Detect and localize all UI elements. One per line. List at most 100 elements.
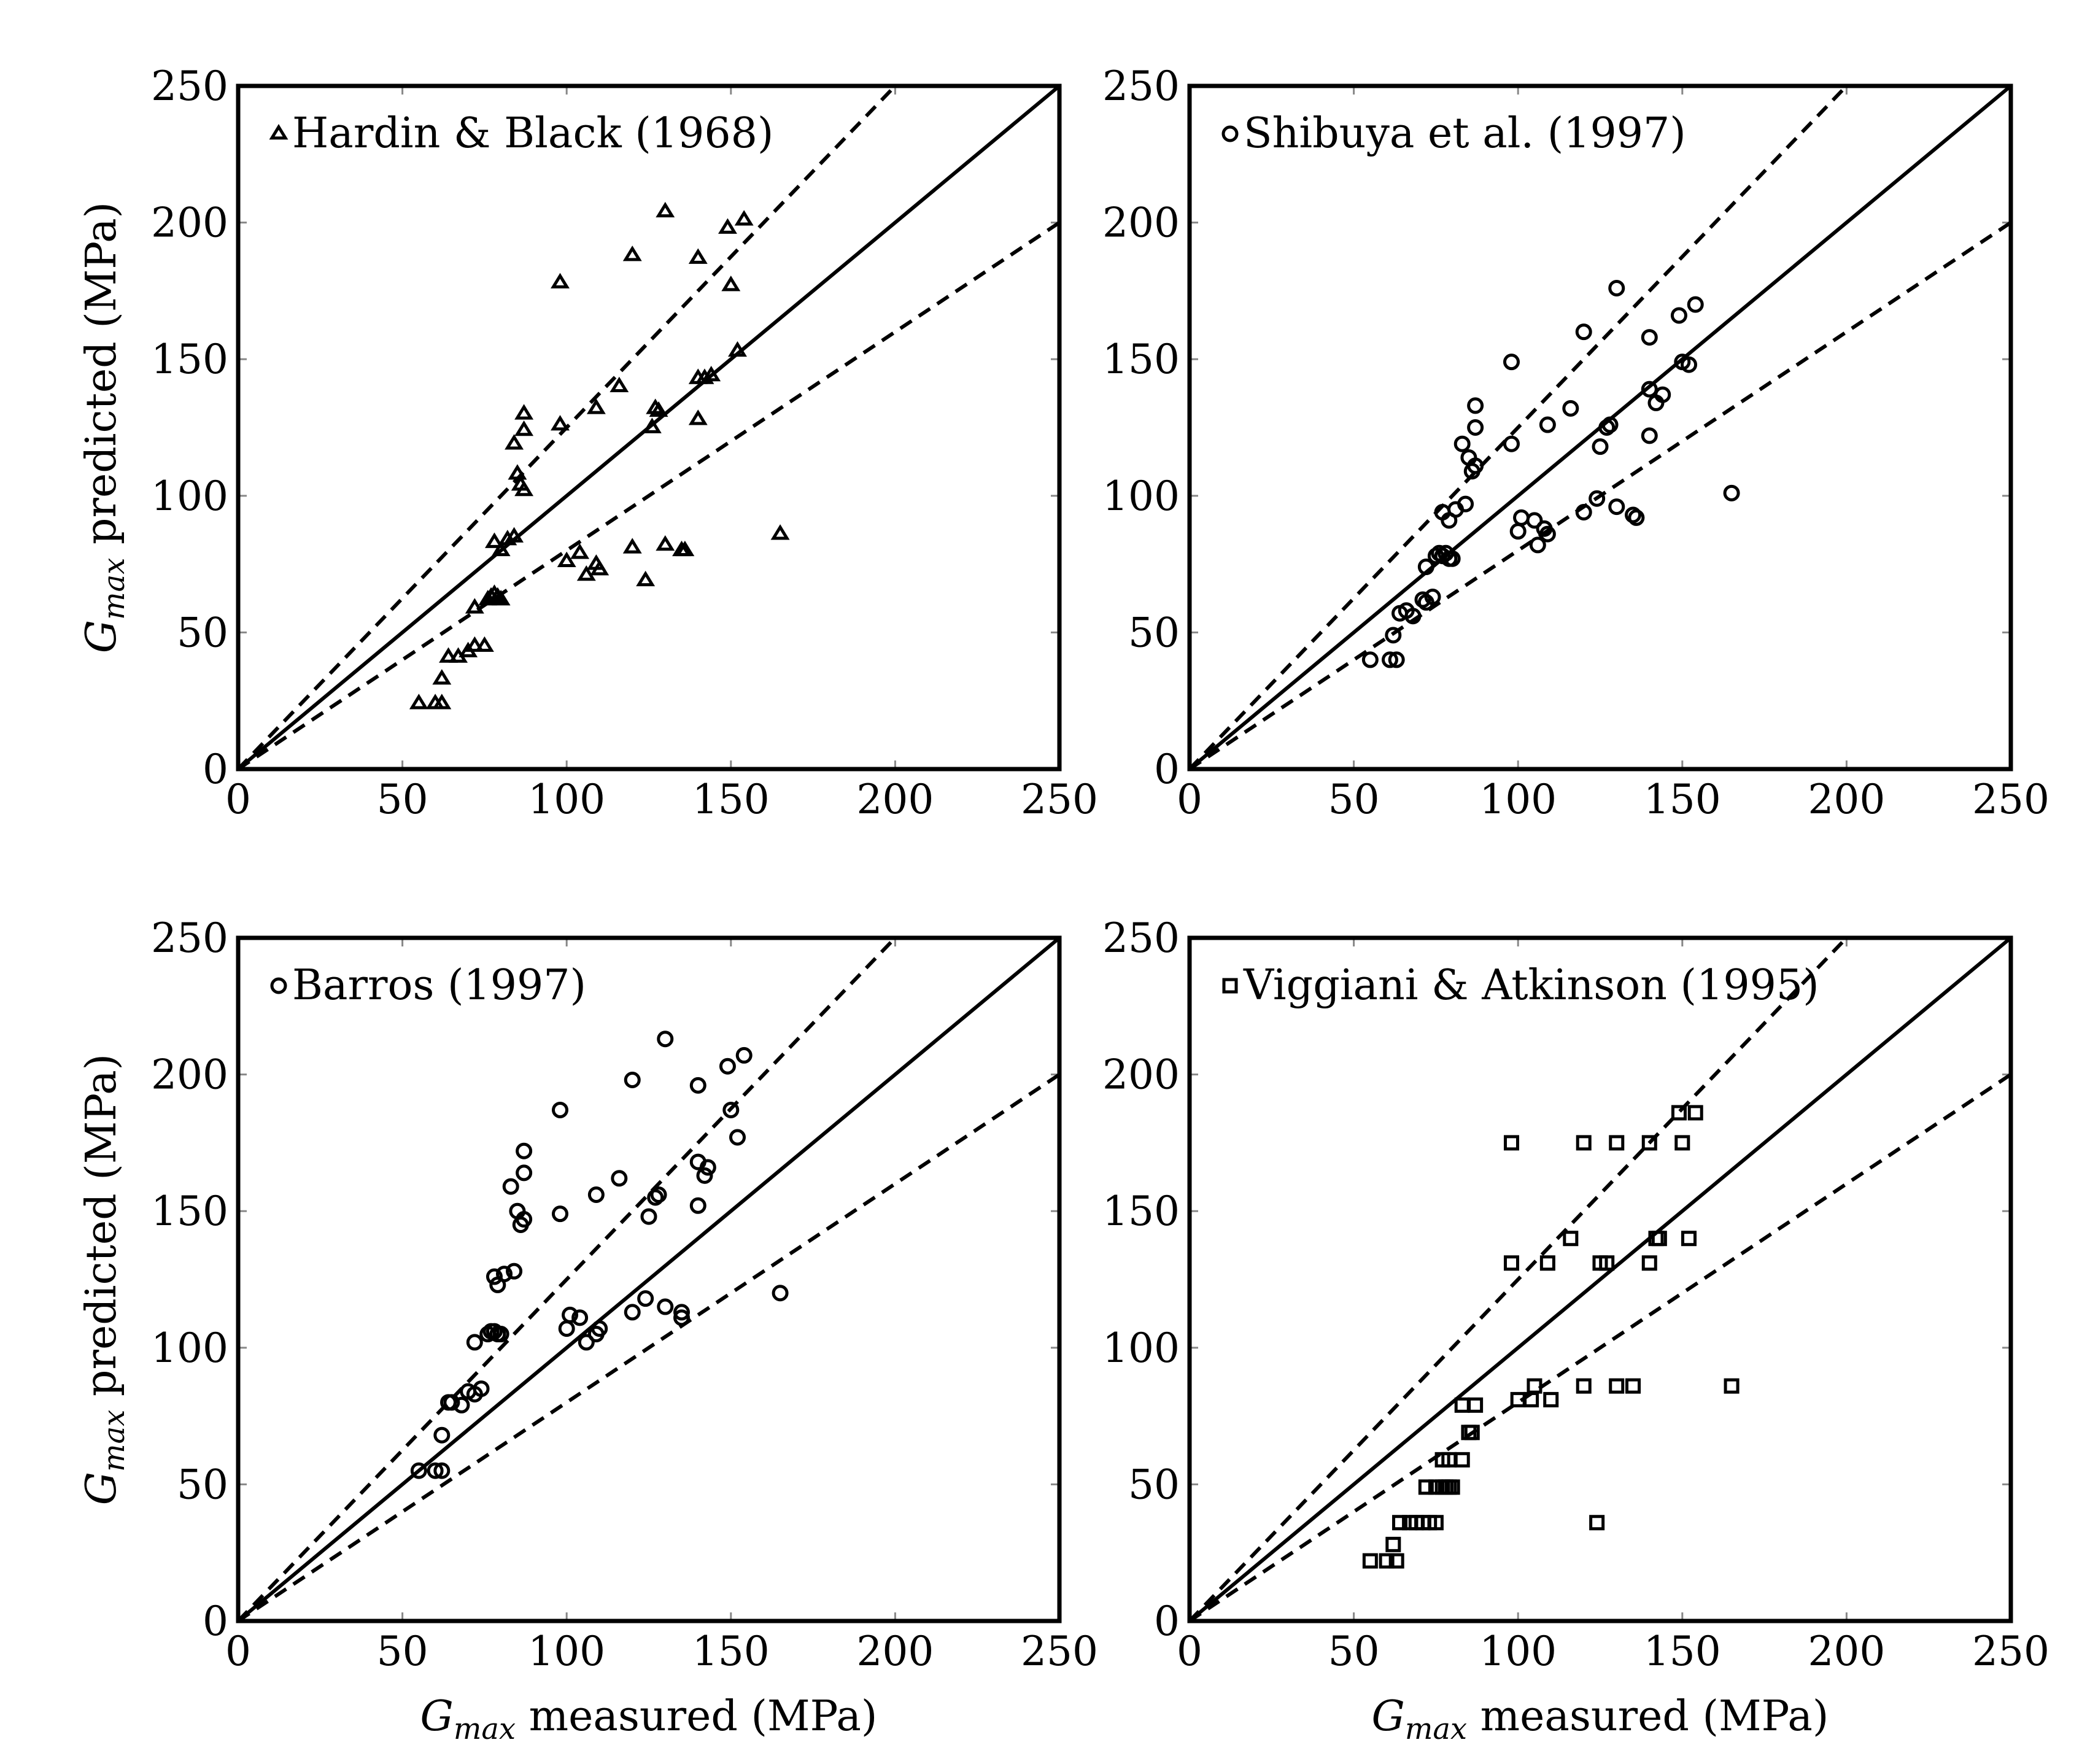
identity-line <box>237 84 1061 771</box>
y-tick-label: 50 <box>1128 1461 1180 1508</box>
data-point <box>1509 523 1527 540</box>
x-tick-label: 0 <box>225 776 251 823</box>
data-point <box>1576 1378 1592 1394</box>
lower-bound-line <box>1188 221 2012 771</box>
data-point <box>656 535 675 551</box>
lower-bound-line <box>237 1073 1061 1623</box>
panel-hardin-black: 0 50 100 150 200 250 0 50 100 150 200 250 Hardin & … <box>77 63 1098 823</box>
x-tick-label: 0 <box>1177 1628 1202 1675</box>
data-point <box>657 1298 674 1315</box>
data-point <box>496 1266 513 1283</box>
data-point <box>1392 1515 1408 1531</box>
y-tick-label: 200 <box>151 199 228 247</box>
data-point <box>1221 125 1239 142</box>
data-point <box>433 1426 451 1444</box>
data-point <box>1724 1378 1740 1394</box>
data-point <box>1562 400 1579 417</box>
data-point <box>514 404 534 420</box>
x-tick-label: 0 <box>225 1628 251 1675</box>
legend-label: Viggiani & Atkinson (1995) <box>1243 961 1819 1010</box>
y-tick-label: 200 <box>1102 199 1180 247</box>
data-point <box>611 1170 628 1187</box>
panel-viggiani-atkinson: 0 50 100 150 200 250 0 50 100 150 200 250 Viggiani … <box>1102 915 2049 1746</box>
data-point <box>1641 1255 1657 1271</box>
data-point <box>1444 1479 1460 1495</box>
data-point <box>1543 1391 1559 1407</box>
data-point <box>506 1263 523 1280</box>
data-point <box>719 1058 736 1075</box>
data-point <box>1503 1255 1519 1271</box>
data-point <box>1385 627 1402 644</box>
x-axis-title: Gmax measured (MPa) <box>1372 1692 1829 1746</box>
upper-bound-line <box>236 84 897 771</box>
data-point <box>1654 386 1671 403</box>
axis-ticks: 0 50 100 150 200 250 0 50 100 150 200 250 <box>1102 63 2049 823</box>
y-tick-label: 50 <box>1128 609 1180 656</box>
lower-bound-line <box>1188 1073 2012 1623</box>
data-point <box>656 201 675 218</box>
y-tick-label: 100 <box>1102 473 1180 520</box>
axis-ticks: 0 50 100 150 200 250 0 50 100 150 200 250 <box>151 915 1098 1675</box>
y-tick-label: 150 <box>1102 1188 1180 1235</box>
y-tick-label: 0 <box>203 1598 228 1645</box>
y-tick-label: 150 <box>151 336 228 383</box>
data-point <box>1526 512 1543 529</box>
identity-line <box>1188 936 2012 1623</box>
data-point <box>453 1396 470 1414</box>
data-point <box>718 218 737 234</box>
data-point <box>696 1167 713 1184</box>
data-point <box>514 480 534 497</box>
y-tick-label: 250 <box>151 63 228 110</box>
x-tick-label: 200 <box>1808 776 1885 823</box>
data-point <box>484 532 504 548</box>
y-tick-label: 50 <box>177 1461 228 1508</box>
data-point <box>514 420 534 436</box>
data-point <box>699 1159 716 1176</box>
data-point <box>1464 1425 1480 1441</box>
data-point <box>1428 1515 1444 1531</box>
data-point <box>1576 1135 1592 1151</box>
y-axis-title: Gmax predicted (MPa) <box>77 202 131 653</box>
upper-bound-line <box>1188 936 1848 1623</box>
data-point <box>640 1208 657 1225</box>
plot-frame <box>1187 935 2013 1623</box>
data-point <box>688 409 708 425</box>
y-tick-label: 0 <box>1154 746 1180 793</box>
data-point <box>735 1046 753 1064</box>
data-point <box>269 124 288 140</box>
data-point <box>1388 651 1405 668</box>
data-point <box>1453 435 1471 452</box>
x-tick-label: 100 <box>528 776 605 823</box>
data-point <box>473 1380 490 1398</box>
data-point <box>734 210 754 226</box>
axis-ticks: 0 50 100 150 200 250 0 50 100 150 200 250 <box>151 63 1098 823</box>
data-point <box>557 551 576 567</box>
data-point <box>1599 1255 1615 1271</box>
x-tick-label: 200 <box>1808 1628 1885 1675</box>
data-point <box>721 276 741 292</box>
panel-barros: 0 50 100 150 200 250 0 50 100 150 200 250 Barros (1… <box>77 915 1098 1746</box>
upper-bound-line <box>1188 84 1848 771</box>
data-point <box>1222 978 1238 994</box>
data-point <box>624 1072 641 1089</box>
data-point <box>432 694 452 710</box>
x-tick-label: 200 <box>856 1628 934 1675</box>
data-point <box>1529 536 1546 554</box>
x-tick-label: 250 <box>1972 1628 2049 1675</box>
upper-bound-line <box>236 936 897 1623</box>
x-tick-label: 150 <box>692 1628 770 1675</box>
data-point <box>505 434 524 450</box>
data-point <box>433 1462 451 1479</box>
data-point <box>551 1205 568 1223</box>
data-point <box>1362 1553 1378 1569</box>
data-point <box>1503 1135 1519 1151</box>
data-point <box>1592 438 1609 455</box>
data-point <box>1513 509 1530 526</box>
data-point <box>1467 397 1484 414</box>
data-point <box>1609 1378 1625 1394</box>
data-point <box>622 246 642 261</box>
x-tick-label: 250 <box>1021 776 1098 823</box>
data-point <box>1381 651 1398 668</box>
data-point <box>689 1077 706 1094</box>
data-point <box>637 1290 654 1307</box>
